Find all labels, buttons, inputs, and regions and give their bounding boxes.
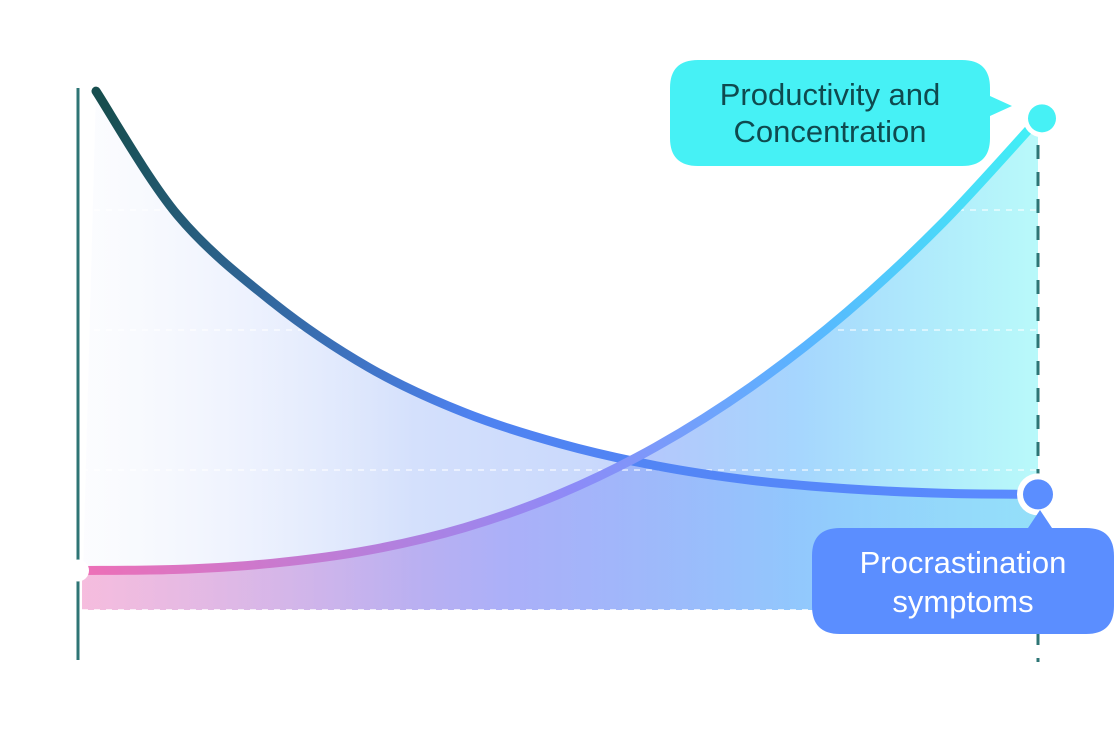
series-markers bbox=[67, 99, 1061, 582]
label-procrastination-bubble bbox=[812, 510, 1114, 634]
label-procrastination-line-1: Procrastination bbox=[860, 545, 1067, 580]
label-productivity: Productivity and Concentration bbox=[670, 60, 1012, 166]
procrastination-end-marker bbox=[1023, 479, 1053, 510]
series-lines bbox=[77, 86, 1043, 576]
productivity-line bbox=[77, 114, 1043, 576]
productivity-start-marker bbox=[67, 559, 89, 582]
label-procrastination-line-2: symptoms bbox=[892, 584, 1033, 619]
procrastination-area bbox=[82, 91, 1038, 611]
procrastination-line bbox=[91, 86, 1043, 499]
label-productivity-line-2: Concentration bbox=[733, 114, 926, 149]
label-procrastination: Procrastination symptoms bbox=[812, 510, 1114, 634]
label-productivity-bubble bbox=[670, 60, 1012, 166]
label-productivity-line-1: Productivity and bbox=[720, 77, 941, 112]
productivity-end-marker bbox=[1028, 104, 1056, 133]
